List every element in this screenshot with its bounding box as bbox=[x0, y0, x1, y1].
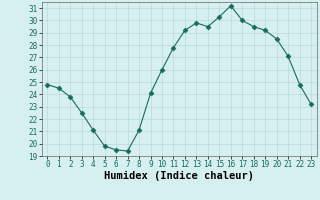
X-axis label: Humidex (Indice chaleur): Humidex (Indice chaleur) bbox=[104, 171, 254, 181]
